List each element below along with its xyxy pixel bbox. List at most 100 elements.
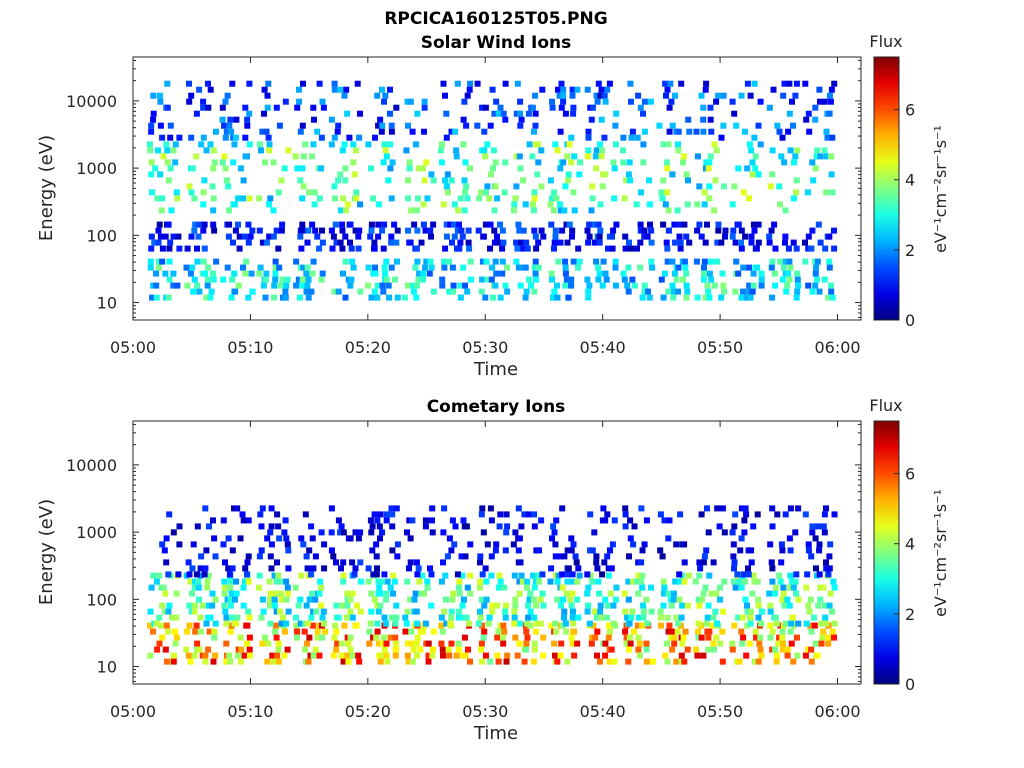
spectrogram-cell (715, 221, 722, 228)
spectrogram-cell (568, 276, 575, 283)
spectrogram-cell (283, 620, 290, 627)
spectrogram-cell (480, 233, 487, 240)
spectrogram-cell (382, 270, 389, 277)
spectrogram-cell (517, 282, 524, 289)
spectrogram-cell (155, 264, 162, 271)
spectrogram-cell (200, 201, 207, 208)
spectrogram-cell (588, 640, 595, 647)
spectrogram-cell (197, 628, 204, 635)
spectrogram-cell (160, 584, 167, 591)
spectrogram-cell (190, 541, 197, 548)
spectrogram-cell (404, 578, 411, 585)
spectrogram-cell (301, 628, 308, 635)
spectrogram-cell (334, 640, 341, 647)
spectrogram-cell (430, 221, 437, 228)
spectrogram-cell (719, 628, 726, 635)
spectrogram-cell (740, 288, 746, 295)
spectrogram-cell (159, 602, 166, 609)
spectrogram-cell (635, 634, 642, 641)
spectrogram-cell (379, 86, 385, 93)
spectrogram-cell (822, 245, 829, 252)
spectrogram-cell (828, 86, 835, 93)
spectrogram-cell (563, 628, 570, 635)
spectrogram-cell (540, 634, 547, 641)
spectrogram-cell (589, 578, 596, 585)
spectrogram-cell (563, 590, 570, 597)
spectrogram-cell (394, 294, 401, 301)
spectrogram-cell (792, 92, 799, 99)
spectrogram-cell (159, 258, 166, 265)
spectrogram-cell (407, 596, 414, 603)
spectrogram-cell (270, 658, 277, 665)
x-tick-label: 05:20 (345, 338, 391, 357)
spectrogram-cell (170, 282, 177, 289)
spectrogram-cell (669, 646, 676, 653)
spectrogram-cell (704, 614, 711, 621)
spectrogram-cell (223, 620, 230, 627)
spectrogram-cell (639, 572, 646, 579)
spectrogram-cell (696, 572, 703, 579)
spectrogram-cell (803, 620, 810, 627)
spectrogram-cell (366, 628, 373, 635)
spectrogram-cell (493, 270, 500, 277)
spectrogram-cell (196, 646, 203, 653)
spectrogram-cell (827, 92, 833, 99)
spectrogram-cell (153, 294, 160, 301)
spectrogram-cell (663, 239, 670, 246)
spectrogram-cell (755, 602, 762, 609)
spectrogram-cell (336, 86, 343, 93)
spectrogram-cell (389, 523, 396, 530)
spectrogram-cell (596, 239, 603, 246)
spectrogram-cell (306, 596, 313, 603)
spectrogram-cell (164, 658, 171, 665)
spectrogram-cell (407, 559, 414, 566)
spectrogram-cell (680, 634, 687, 641)
spectrogram-cell (153, 270, 160, 277)
spectrogram-cell (246, 80, 253, 87)
spectrogram-cell (807, 622, 814, 629)
spectrogram-cell (237, 658, 244, 665)
spectrogram-cell (320, 608, 327, 615)
spectrogram-cell (370, 571, 377, 578)
spectrogram-cell (212, 553, 219, 560)
spectrogram-cell (260, 282, 267, 289)
spectrogram-cell (383, 153, 390, 160)
spectrogram-cell (372, 264, 378, 271)
x-axis: 05:00 05:10 05:20 05:30 05:40 05:50 06:00 (110, 57, 861, 357)
spectrogram-cell (279, 276, 286, 283)
spectrogram-cell (550, 294, 556, 301)
spectrogram-cell (536, 547, 542, 554)
spectrogram-cell (231, 141, 238, 148)
spectrogram-cell (220, 541, 227, 548)
spectrogram-cell (211, 634, 218, 641)
spectrogram-cell (705, 602, 712, 609)
spectrogram-cell (648, 239, 655, 246)
spectrogram-cell (679, 640, 686, 647)
spectrogram-cell (221, 590, 228, 597)
spectrogram-cell (351, 571, 358, 578)
spectrogram-cell (683, 270, 690, 277)
spectrogram-cell (188, 233, 195, 240)
spectrogram-cell (499, 227, 506, 234)
spectrogram-cell (558, 80, 565, 87)
spectrogram-cell (731, 578, 737, 585)
spectrogram-cell (211, 535, 218, 542)
spectrogram-cell (148, 128, 155, 135)
spectrogram-cell (782, 207, 789, 214)
colorbar-units: eV⁻¹cm⁻²sr⁻¹s⁻¹ (931, 125, 950, 253)
spectrogram-cell (606, 658, 613, 665)
spectrogram-cell (566, 221, 573, 228)
spectrogram-cell (368, 529, 375, 536)
spectrogram-cell (547, 177, 554, 184)
spectrogram-cell (512, 529, 519, 536)
spectrogram-cell (752, 165, 759, 172)
spectrogram-cell (223, 128, 230, 135)
spectrogram-cell (678, 80, 685, 87)
spectrogram-cell (156, 92, 163, 99)
spectrogram-cell (189, 264, 196, 271)
spectrogram-cell (207, 294, 214, 301)
spectrogram-cell (170, 147, 177, 154)
